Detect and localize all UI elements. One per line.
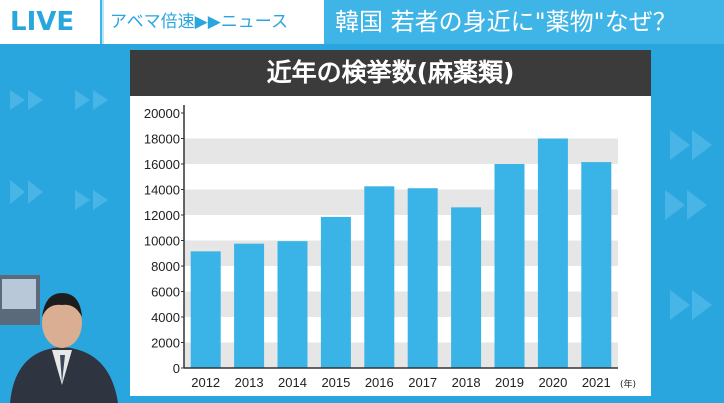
y-tick-label: 10000	[144, 234, 180, 249]
x-tick-label: 2019	[495, 375, 524, 390]
y-tick-label: 20000	[144, 106, 180, 121]
x-tick-label: 2016	[365, 375, 394, 390]
x-tick-label: 2018	[452, 375, 481, 390]
bar-2013	[234, 243, 265, 368]
live-badge: LIVE	[0, 0, 100, 44]
bar-2017	[407, 188, 438, 368]
x-tick-label: 2021	[582, 375, 611, 390]
x-tick-label: 2015	[321, 375, 350, 390]
x-tick-label: 2020	[538, 375, 567, 390]
bar-2018	[451, 207, 482, 368]
bar-chart: 0 2000 4000 6000 8000 10000 12000 14000 16000 180…	[144, 105, 636, 390]
bar-2012	[190, 251, 221, 368]
y-tick-label: 0	[173, 361, 180, 376]
y-tick-label: 2000	[151, 336, 180, 351]
news-anchor	[0, 275, 118, 403]
bar-2020	[537, 138, 568, 368]
x-tick-label: 2013	[235, 375, 264, 390]
program-logo: アベマ倍速▶▶ニュース	[102, 0, 324, 44]
headline: 韓国 若者の身近に"薬物"なぜ？	[335, 8, 677, 36]
y-tick-label: 6000	[151, 285, 180, 300]
x-tick-label: 2012	[191, 375, 220, 390]
bar-2014	[277, 241, 308, 368]
bar-2021	[581, 162, 612, 368]
bar-2015	[320, 216, 351, 368]
y-tick-label: 12000	[144, 208, 180, 223]
y-tick-label: 8000	[151, 259, 180, 274]
x-tick-label: 2017	[408, 375, 437, 390]
bar-2019	[494, 164, 525, 368]
y-tick-label: 16000	[144, 157, 180, 172]
x-tick-label: 2014	[278, 375, 307, 390]
y-tick-label: 18000	[144, 132, 180, 147]
bar-2016	[364, 186, 395, 368]
y-tick-label: 4000	[151, 310, 180, 325]
chart-panel: 0 2000 4000 6000 8000 10000 12000 14000 16000 180…	[130, 50, 651, 396]
y-tick-label: 14000	[144, 183, 180, 198]
chart-title: 近年の検挙数(麻薬類)	[130, 50, 651, 96]
x-axis-unit: (年)	[620, 378, 636, 390]
header-bar: LIVE アベマ倍速▶▶ニュース 韓国 若者の身近に"薬物"なぜ？	[0, 0, 724, 44]
